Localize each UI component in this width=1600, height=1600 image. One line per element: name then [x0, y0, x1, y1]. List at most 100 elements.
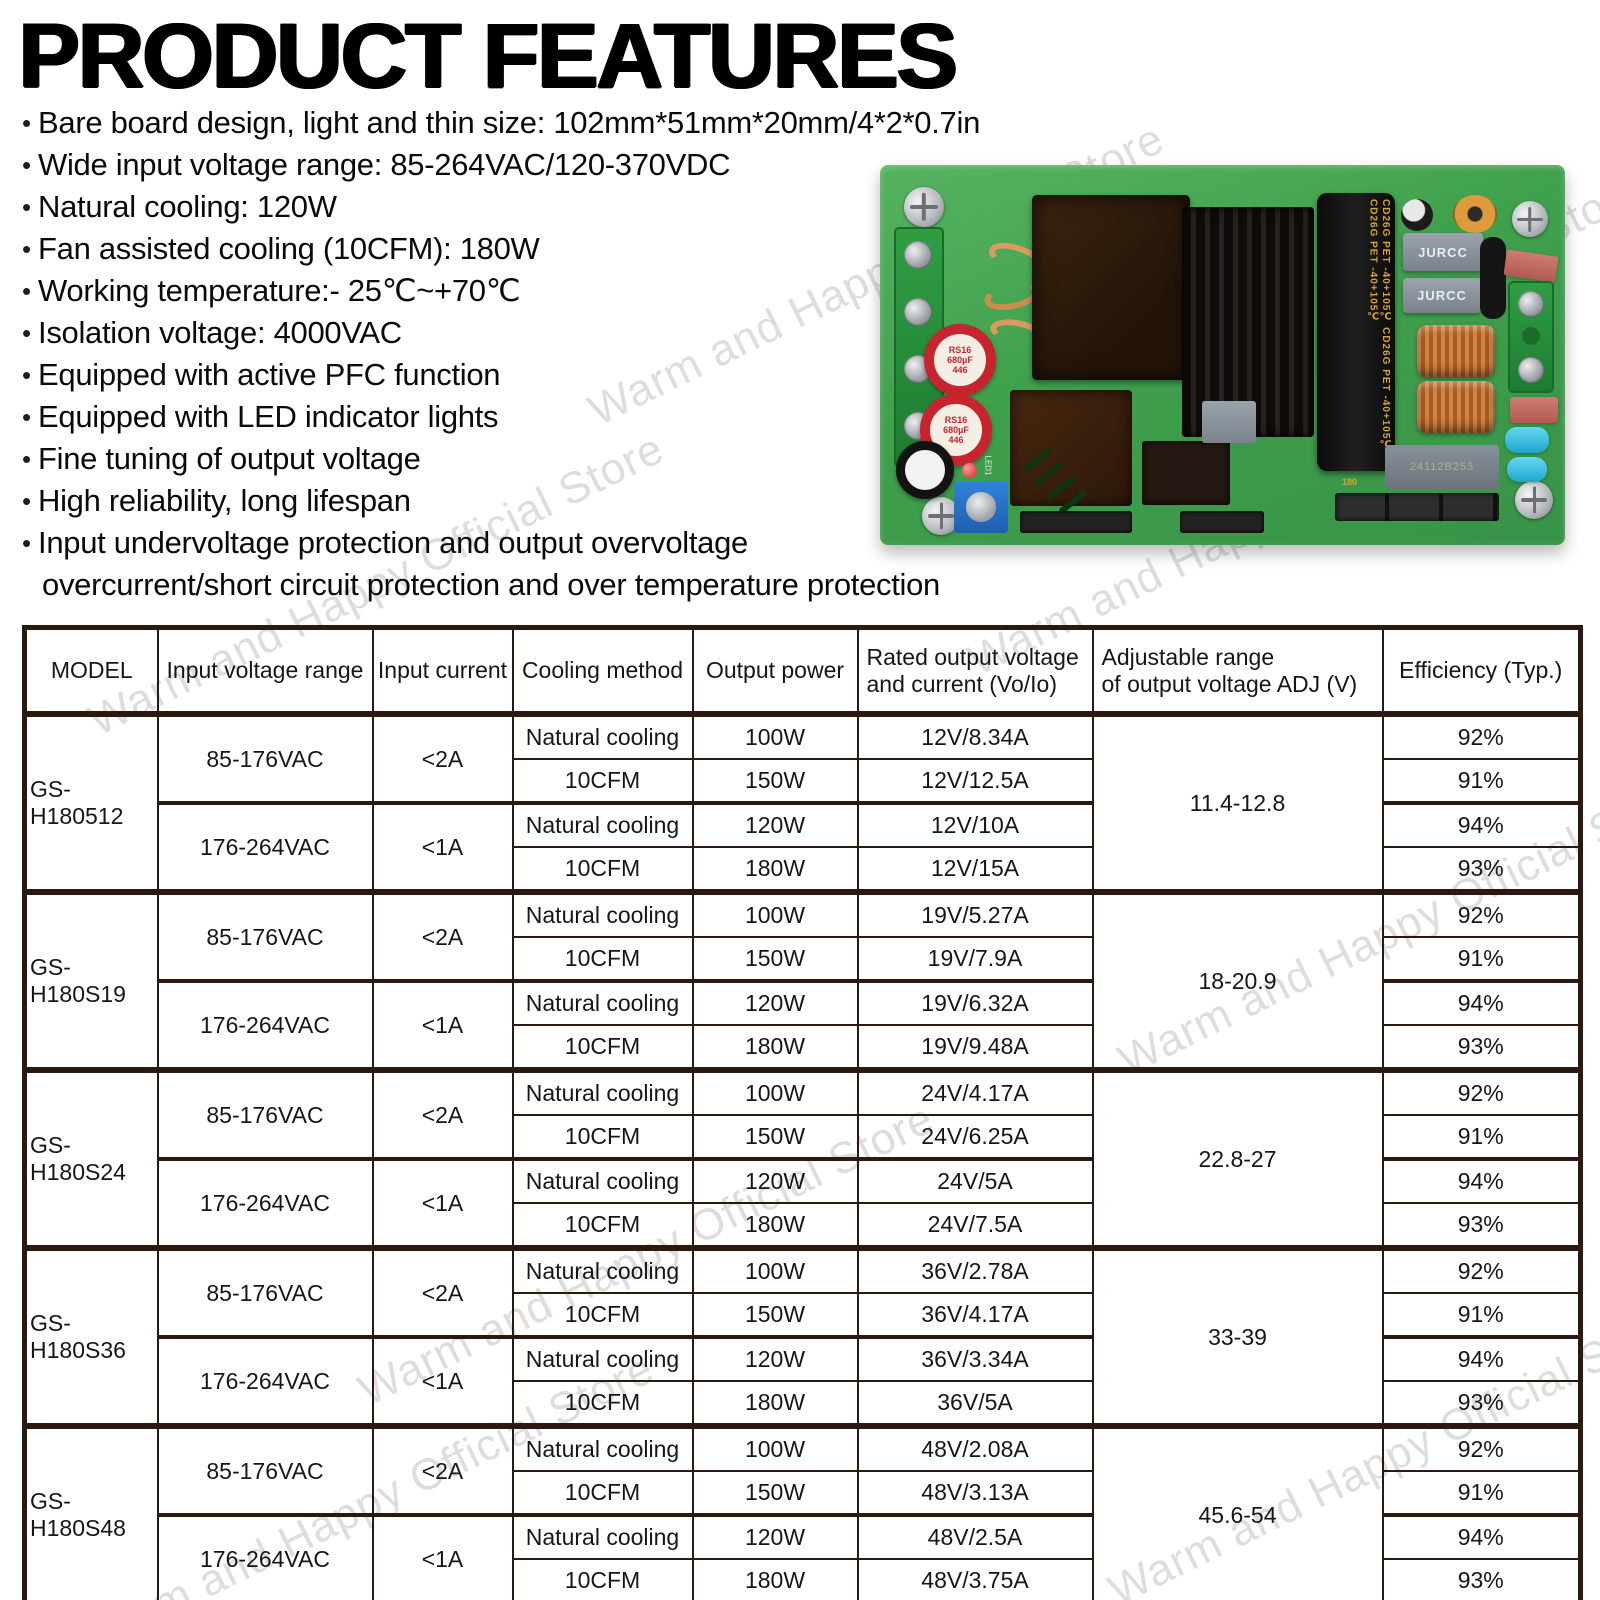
- input-voltage-cell: 85-176VAC: [156, 1067, 374, 1160]
- feature-item: Isolation voltage: 4000VAC: [20, 312, 1280, 354]
- pin-header: [1020, 511, 1132, 533]
- input-voltage-cell: 85-176VAC: [156, 1423, 374, 1516]
- table-row: 10CFM 150W 19V/7.9A 91%: [25, 936, 1582, 982]
- rated-output-cell: 12V/8.34A: [856, 711, 1094, 760]
- feature-item: Equipped with LED indicator lights: [20, 396, 1280, 438]
- cooling-method-cell: 10CFM: [511, 936, 694, 982]
- output-power-cell: 150W: [691, 1114, 859, 1160]
- adjustable-range-cell: 11.4-12.8: [1091, 711, 1384, 893]
- input-voltage-cell: 176-264VAC: [156, 1335, 374, 1427]
- efficiency-cell: 91%: [1381, 936, 1582, 982]
- efficiency-cell: 92%: [1381, 1067, 1582, 1116]
- pcb-marking: 180: [1342, 477, 1358, 487]
- output-power-cell: 120W: [691, 979, 859, 1026]
- feature-item: Natural cooling: 120W: [20, 186, 1280, 228]
- terminal-screw-icon: [1518, 291, 1544, 317]
- input-current-cell: <2A: [371, 889, 514, 982]
- cooling-method-cell: Natural cooling: [511, 1513, 694, 1560]
- efficiency-cell: 93%: [1381, 1202, 1582, 1249]
- cooling-method-cell: Natural cooling: [511, 1423, 694, 1472]
- cooling-method-cell: 10CFM: [511, 1470, 694, 1516]
- feature-item: Fine tuning of output voltage: [20, 438, 1280, 480]
- transformer-secondary: [1010, 390, 1132, 506]
- rated-output-cell: 48V/3.13A: [856, 1470, 1094, 1516]
- terminal-hole: [1522, 327, 1540, 345]
- cooling-method-cell: Natural cooling: [511, 979, 694, 1026]
- output-power-cell: 180W: [691, 1380, 859, 1427]
- input-current-cell: <1A: [371, 1335, 514, 1427]
- output-power-cell: 150W: [691, 936, 859, 982]
- table-row: 10CFM 180W 24V/7.5A 93%: [25, 1202, 1582, 1249]
- table-row: GS-H180S36 85-176VAC <2A Natural cooling 100…: [23, 1245, 1582, 1427]
- table-row: 10CFM 180W 36V/5A 93%: [25, 1380, 1582, 1427]
- input-current-cell: <1A: [371, 979, 514, 1071]
- table-row: 176-264VAC <1A Natural cooling 120W 19V/6.32…: [25, 979, 1582, 1071]
- table-row: GS-H180S24 85-176VAC <2A Natural cooling 100…: [23, 1067, 1582, 1249]
- table-row: 10CFM 180W 48V/3.75A 93%: [25, 1558, 1582, 1600]
- cooling-method-cell: 10CFM: [511, 1558, 694, 1600]
- rated-output-cell: 12V/12.5A: [856, 758, 1094, 804]
- rated-output-cell: 36V/3.34A: [856, 1335, 1094, 1382]
- corner-screw-icon: [922, 497, 960, 535]
- efficiency-cell: 94%: [1381, 1513, 1582, 1560]
- efficiency-cell: 92%: [1381, 889, 1582, 938]
- rated-output-cell: 48V/2.08A: [856, 1423, 1094, 1472]
- input-voltage-cell: 176-264VAC: [156, 979, 374, 1071]
- corner-screw-icon: [1515, 481, 1553, 519]
- output-power-cell: 180W: [691, 1024, 859, 1071]
- efficiency-cell: 91%: [1381, 1470, 1582, 1516]
- adjustable-range-cell: 33-39: [1091, 1245, 1384, 1427]
- heatsink: [1182, 207, 1314, 437]
- rated-output-cell: 24V/5A: [856, 1157, 1094, 1204]
- model-cell: GS-H180S24: [23, 1067, 159, 1249]
- table-row: 10CFM 150W 36V/4.17A 91%: [25, 1292, 1582, 1338]
- table-row: GS-H180S19 85-176VAC <2A Natural cooling 100…: [23, 889, 1582, 1071]
- table-row: 176-264VAC <1A Natural cooling 120W 36V/3.34…: [25, 1335, 1582, 1427]
- feature-item: Equipped with active PFC function: [20, 354, 1280, 396]
- output-power-cell: 150W: [691, 758, 859, 804]
- relay-jurcc: JURCC: [1403, 278, 1481, 313]
- led-label: LED1: [983, 455, 993, 476]
- cooling-method-cell: 10CFM: [511, 1024, 694, 1071]
- rated-output-cell: 12V/10A: [856, 801, 1094, 848]
- rated-output-cell: 36V/4.17A: [856, 1292, 1094, 1338]
- rated-output-cell: 48V/3.75A: [856, 1558, 1094, 1600]
- toroid-inductor-icon: [1453, 195, 1497, 233]
- input-current-cell: <2A: [371, 1245, 514, 1338]
- column-header: Adjustable range of output voltage ADJ (…: [1091, 626, 1384, 717]
- table-row: 176-264VAC <1A Natural cooling 120W 48V/2.5A…: [25, 1513, 1582, 1600]
- table-row: 176-264VAC <1A Natural cooling 120W 12V/10A 9…: [25, 801, 1582, 893]
- output-power-cell: 100W: [691, 1423, 859, 1472]
- table-row: GS-H180512 85-176VAC <2A Natural cooling 100…: [23, 711, 1582, 893]
- rated-output-cell: 36V/5A: [856, 1380, 1094, 1427]
- input-current-cell: <2A: [371, 1423, 514, 1516]
- cooling-method-cell: Natural cooling: [511, 711, 694, 760]
- cooling-method-cell: 10CFM: [511, 758, 694, 804]
- table-row: 10CFM 180W 12V/15A 93%: [25, 846, 1582, 893]
- rated-output-cell: 12V/15A: [856, 846, 1094, 893]
- terminal-screw-icon: [1518, 357, 1544, 383]
- input-voltage-cell: 85-176VAC: [156, 889, 374, 982]
- cooling-method-cell: 10CFM: [511, 1114, 694, 1160]
- input-voltage-cell: 85-176VAC: [156, 1245, 374, 1338]
- input-voltage-cell: 176-264VAC: [156, 801, 374, 893]
- table-row: 176-264VAC <1A Natural cooling 120W 24V/5A 94…: [25, 1157, 1582, 1249]
- cooling-method-cell: 10CFM: [511, 1380, 694, 1427]
- black-capacitor: [1480, 237, 1506, 319]
- ic-module: [1142, 441, 1230, 505]
- electrolytic-capacitor: [896, 441, 954, 499]
- efficiency-cell: 91%: [1381, 1292, 1582, 1338]
- capacitor-rs16: RS16 680µF 446: [924, 324, 996, 396]
- column-header: Cooling method: [511, 626, 694, 717]
- feature-item: Fan assisted cooling (10CFM): 180W: [20, 228, 1280, 270]
- model-cell: GS-H180512: [23, 711, 159, 893]
- input-voltage-cell: 176-264VAC: [156, 1157, 374, 1249]
- feature-item: Working temperature:- 25℃~+70℃: [20, 270, 1280, 312]
- input-current-cell: <2A: [371, 1067, 514, 1160]
- input-current-cell: <1A: [371, 801, 514, 893]
- column-header: Rated output voltage and current (Vo/Io): [856, 626, 1094, 717]
- output-power-cell: 180W: [691, 846, 859, 893]
- model-cell: GS-H180S19: [23, 889, 159, 1071]
- column-header: Input voltage range: [156, 626, 374, 717]
